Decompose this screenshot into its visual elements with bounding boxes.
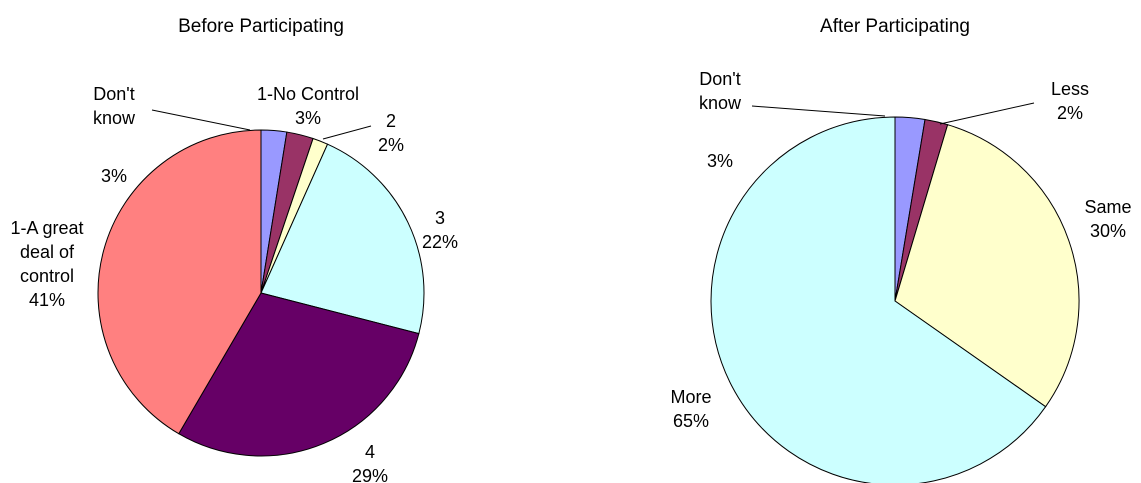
slice-label: 3 xyxy=(435,208,445,228)
pie-after: Don't know 3% Less 2% Same 30% More 65% xyxy=(670,69,1132,483)
slice-label: 2 xyxy=(386,111,396,131)
slice-label: 4 xyxy=(365,442,375,462)
chart-title-after: After Participating xyxy=(820,16,970,37)
slice-percent-label: 2% xyxy=(378,135,404,155)
slice-percent-label: 22% xyxy=(422,232,458,252)
leader-line xyxy=(939,102,1035,125)
pie-slice xyxy=(260,143,425,335)
leader-line xyxy=(151,109,251,131)
slice-percent-label: 3% xyxy=(295,108,321,128)
slice-label: More xyxy=(670,387,711,407)
pie-slice xyxy=(710,116,1047,483)
slice-label: know xyxy=(93,108,136,128)
chart-title-before: Before Participating xyxy=(178,16,344,37)
slice-percent-label: 41% xyxy=(29,290,65,310)
slice-label: 1-A great xyxy=(10,218,83,238)
slice-label: Same xyxy=(1084,197,1131,217)
slice-label: know xyxy=(699,93,742,113)
slice-label: control xyxy=(20,266,74,286)
pie-slice xyxy=(894,124,1080,408)
slice-percent-label: 29% xyxy=(352,466,388,483)
slice-percent-label: 3% xyxy=(101,166,127,186)
leader-line xyxy=(751,105,886,117)
slice-label: 1-No Control xyxy=(257,84,359,104)
slice-percent-label: 30% xyxy=(1090,221,1126,241)
pie-slice xyxy=(97,129,262,435)
slice-label: Don't xyxy=(93,84,134,104)
slice-label: deal of xyxy=(20,242,75,262)
slice-label: Less xyxy=(1051,79,1089,99)
slice-label: Don't xyxy=(699,69,740,89)
slice-percent-label: 3% xyxy=(707,151,733,171)
leader-line xyxy=(322,125,372,140)
slice-percent-label: 65% xyxy=(673,411,709,431)
pie-slice xyxy=(178,292,420,457)
slice-percent-label: 2% xyxy=(1057,103,1083,123)
